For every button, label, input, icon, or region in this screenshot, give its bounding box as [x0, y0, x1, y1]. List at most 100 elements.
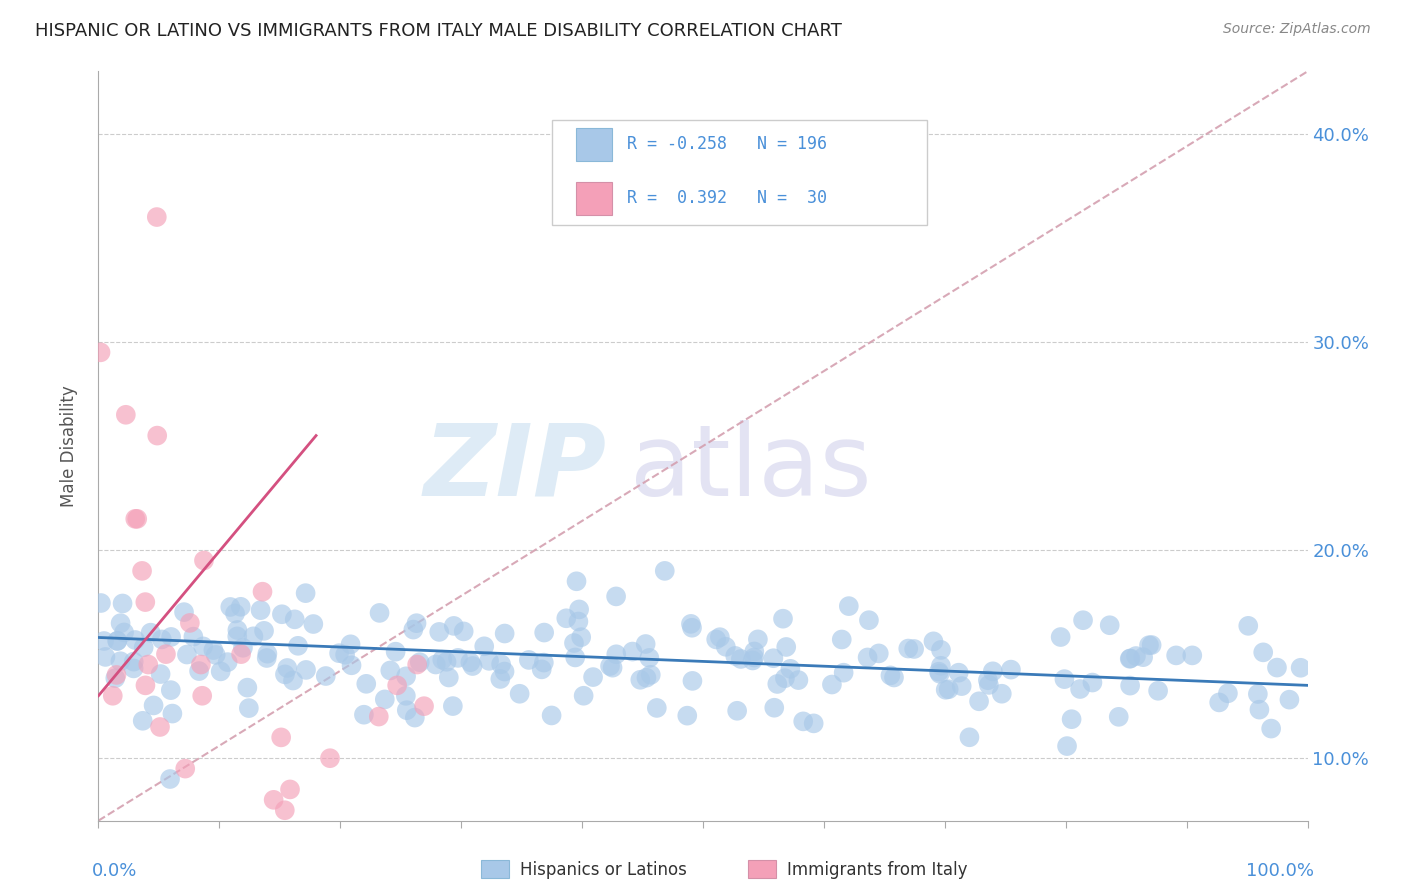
Point: [709, 630, 731, 644]
Point: [564, 650, 586, 665]
Point: [287, 639, 309, 653]
Point: [628, 673, 651, 687]
Point: [724, 648, 747, 663]
Point: [374, 692, 396, 706]
Point: [1265, 660, 1288, 674]
Point: [339, 637, 361, 651]
Y-axis label: Male Disability: Male Disability: [59, 385, 77, 507]
Point: [981, 665, 1004, 679]
Point: [249, 603, 271, 617]
Point: [174, 762, 197, 776]
Point: [276, 661, 298, 675]
Point: [1119, 652, 1142, 666]
Point: [991, 687, 1014, 701]
Point: [124, 512, 146, 526]
Point: [252, 584, 274, 599]
Point: [1071, 613, 1094, 627]
Point: [494, 626, 516, 640]
Point: [950, 679, 973, 693]
Point: [226, 623, 249, 637]
Point: [404, 710, 426, 724]
Point: [202, 643, 225, 657]
Point: [229, 599, 252, 614]
Point: [858, 613, 880, 627]
Point: [134, 678, 156, 692]
Point: [146, 210, 169, 224]
Point: [1260, 722, 1282, 736]
Point: [453, 624, 475, 639]
Point: [155, 647, 177, 661]
Point: [179, 615, 201, 630]
Point: [132, 640, 155, 655]
Point: [367, 709, 389, 723]
Point: [353, 707, 375, 722]
Point: [489, 672, 512, 686]
Point: [443, 619, 465, 633]
Point: [122, 661, 145, 675]
Point: [132, 714, 155, 728]
Point: [224, 607, 246, 621]
Point: [948, 665, 970, 680]
Point: [868, 647, 890, 661]
Point: [238, 701, 260, 715]
Point: [122, 655, 145, 669]
Point: [725, 704, 748, 718]
Point: [568, 602, 591, 616]
Point: [779, 662, 801, 676]
Point: [730, 652, 752, 666]
Point: [681, 621, 703, 635]
Point: [1216, 686, 1239, 700]
Point: [193, 553, 215, 567]
Point: [772, 612, 794, 626]
Point: [494, 665, 516, 679]
Point: [1056, 739, 1078, 753]
Point: [775, 640, 797, 654]
Point: [142, 698, 165, 713]
Text: Source: ZipAtlas.com: Source: ZipAtlas.com: [1223, 22, 1371, 37]
Point: [402, 623, 425, 637]
Point: [1208, 695, 1230, 709]
Point: [832, 665, 855, 680]
Point: [271, 607, 294, 622]
Point: [763, 700, 786, 714]
Point: [112, 625, 135, 640]
Point: [173, 605, 195, 619]
Point: [110, 654, 132, 668]
Point: [1119, 679, 1142, 693]
Point: [409, 655, 432, 669]
Point: [903, 642, 925, 657]
Point: [1132, 650, 1154, 665]
Point: [146, 428, 169, 442]
Point: [792, 714, 814, 729]
Point: [478, 654, 501, 668]
Point: [159, 772, 181, 786]
Point: [1137, 638, 1160, 652]
Point: [236, 681, 259, 695]
Point: [645, 701, 668, 715]
Point: [354, 677, 377, 691]
Point: [242, 629, 264, 643]
Point: [284, 612, 307, 626]
FancyBboxPatch shape: [576, 181, 613, 215]
Point: [110, 616, 132, 631]
Point: [447, 651, 470, 665]
Point: [395, 689, 418, 703]
Point: [582, 670, 605, 684]
Text: R = -0.258   N = 196: R = -0.258 N = 196: [627, 136, 827, 153]
Point: [219, 599, 242, 614]
Point: [1053, 672, 1076, 686]
Point: [762, 651, 785, 665]
Point: [1278, 692, 1301, 706]
Point: [460, 655, 482, 669]
Point: [328, 646, 350, 660]
Point: [134, 595, 156, 609]
Point: [1049, 630, 1071, 644]
Point: [1237, 619, 1260, 633]
Text: 0.0%: 0.0%: [93, 862, 138, 880]
Point: [562, 636, 585, 650]
Point: [567, 615, 589, 629]
Point: [747, 632, 769, 647]
Point: [1166, 648, 1188, 663]
Text: atlas: atlas: [630, 420, 872, 517]
Point: [176, 648, 198, 662]
